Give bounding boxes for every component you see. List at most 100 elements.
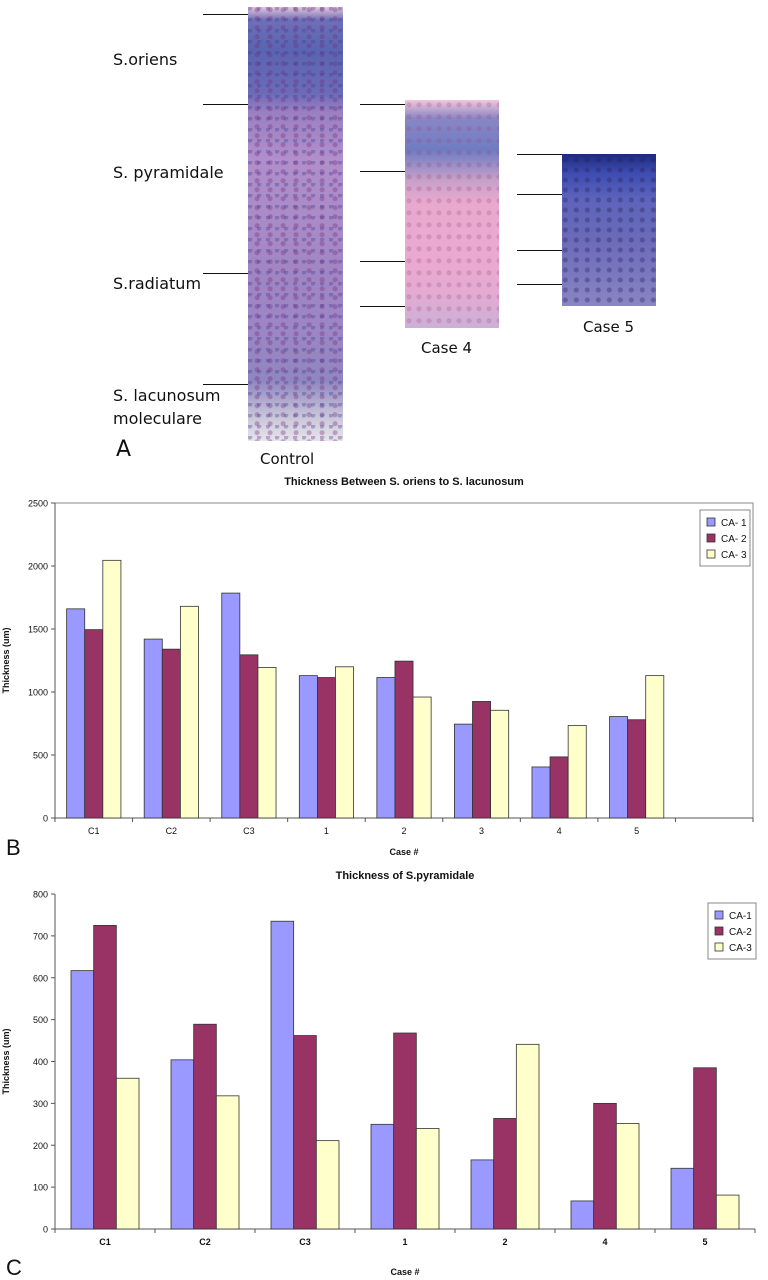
bar — [493, 1118, 517, 1230]
tissue-image-control — [248, 7, 343, 441]
y-tick-label: 500 — [33, 1015, 48, 1025]
legend-label: CA- 2 — [721, 534, 747, 545]
bar — [393, 1032, 417, 1230]
y-tick-label: 0 — [43, 1225, 48, 1235]
sample-label-control: Control — [260, 450, 315, 468]
y-tick-label: 1500 — [28, 625, 48, 635]
bar — [316, 677, 336, 819]
bar — [454, 723, 473, 819]
layer-tick — [517, 284, 562, 285]
bar — [170, 1059, 195, 1230]
bar — [490, 709, 510, 819]
sample-label-case4: Case 4 — [421, 339, 473, 357]
y-tick-label: 200 — [33, 1141, 48, 1151]
chart-b: Thickness Between S. oriens to S. lacuno… — [1, 476, 754, 860]
bar — [115, 1077, 140, 1230]
legend-swatch — [714, 910, 724, 920]
chart-title: Thickness of S.pyramidale — [336, 870, 475, 882]
sample-label-case5: Case 5 — [583, 318, 635, 336]
bar — [470, 1159, 495, 1230]
bar — [394, 660, 414, 819]
y-tick-label: 2000 — [28, 562, 48, 572]
bar — [102, 559, 122, 819]
legend-swatch — [714, 926, 724, 936]
bar — [715, 1194, 740, 1230]
y-tick-label: 0 — [43, 814, 48, 824]
panel-letter: C — [6, 1255, 22, 1280]
y-tick-label: 400 — [33, 1057, 48, 1067]
bar — [221, 592, 241, 819]
x-tick-label: 2 — [502, 1237, 507, 1247]
layer-tick — [360, 306, 405, 307]
layer-tick — [360, 104, 405, 105]
bar — [161, 648, 181, 819]
y-tick-label: 2500 — [28, 499, 48, 509]
bar — [670, 1167, 695, 1230]
bar — [84, 629, 104, 819]
y-tick-label: 100 — [33, 1183, 48, 1193]
chart-title: Thickness Between S. oriens to S. lacuno… — [284, 476, 524, 488]
y-axis-label: Thickness (um) — [1, 627, 11, 693]
y-axis-label: Thickness (um) — [1, 1028, 11, 1094]
y-tick-label: 300 — [33, 1099, 48, 1109]
x-tick-label: 1 — [324, 826, 329, 836]
y-tick-label: 600 — [33, 973, 48, 983]
bar — [257, 667, 277, 819]
y-tick-label: 800 — [33, 890, 48, 900]
y-tick-label: 700 — [33, 931, 48, 941]
panel-letter-a: A — [116, 437, 132, 462]
x-tick-label: 3 — [479, 826, 484, 836]
x-axis-label: Case # — [390, 1267, 419, 1277]
bar — [593, 1102, 617, 1230]
bar — [376, 677, 396, 819]
tissue-image-case5 — [562, 154, 656, 306]
bar — [570, 1200, 595, 1230]
x-tick-label: 5 — [702, 1237, 707, 1247]
bar — [472, 701, 492, 819]
layer-tick — [360, 171, 405, 172]
layer-label-oriens: S.oriens — [113, 50, 178, 69]
y-tick-label: 1000 — [28, 688, 48, 698]
x-tick-label: 2 — [401, 826, 406, 836]
bar — [193, 1023, 217, 1230]
panel-letter: B — [6, 835, 21, 860]
x-tick-label: C1 — [99, 1237, 111, 1247]
y-tick-label: 500 — [33, 751, 48, 761]
bar — [549, 756, 569, 819]
legend-swatch — [714, 942, 724, 952]
histology-panel: S.oriens S. pyramidale S.radiatum S. lac… — [0, 0, 768, 470]
legend-swatch — [706, 517, 716, 527]
layer-tick — [360, 261, 405, 262]
bar — [412, 696, 432, 819]
layer-tick — [517, 250, 562, 251]
layer-tick — [203, 384, 248, 385]
bar — [531, 766, 551, 819]
legend-swatch — [706, 549, 716, 559]
x-tick-label: C3 — [243, 826, 255, 836]
bar — [615, 1123, 640, 1230]
legend-label: CA-3 — [729, 943, 752, 954]
x-tick-label: 5 — [634, 826, 639, 836]
x-tick-label: 1 — [402, 1237, 407, 1247]
x-tick-label: C3 — [299, 1237, 311, 1247]
layer-label-lacunosum: S. lacunosum — [113, 386, 221, 405]
legend-label: CA-1 — [729, 911, 752, 922]
bar — [143, 638, 163, 819]
x-axis-label: Case # — [389, 847, 418, 857]
x-tick-label: C1 — [88, 826, 100, 836]
layer-tick — [517, 154, 562, 155]
layer-tick — [203, 14, 248, 15]
bar — [293, 1035, 317, 1230]
bar — [693, 1067, 717, 1230]
layer-label-moleculare: moleculare — [113, 409, 202, 428]
legend-label: CA- 3 — [721, 550, 747, 561]
bar — [93, 925, 117, 1230]
bar — [239, 654, 259, 819]
bar — [66, 608, 86, 819]
layer-tick — [203, 273, 248, 274]
bar — [515, 1043, 540, 1230]
legend-label: CA- 1 — [721, 518, 747, 529]
bar — [370, 1123, 395, 1230]
bar — [215, 1095, 240, 1230]
tissue-image-case4 — [405, 100, 499, 328]
